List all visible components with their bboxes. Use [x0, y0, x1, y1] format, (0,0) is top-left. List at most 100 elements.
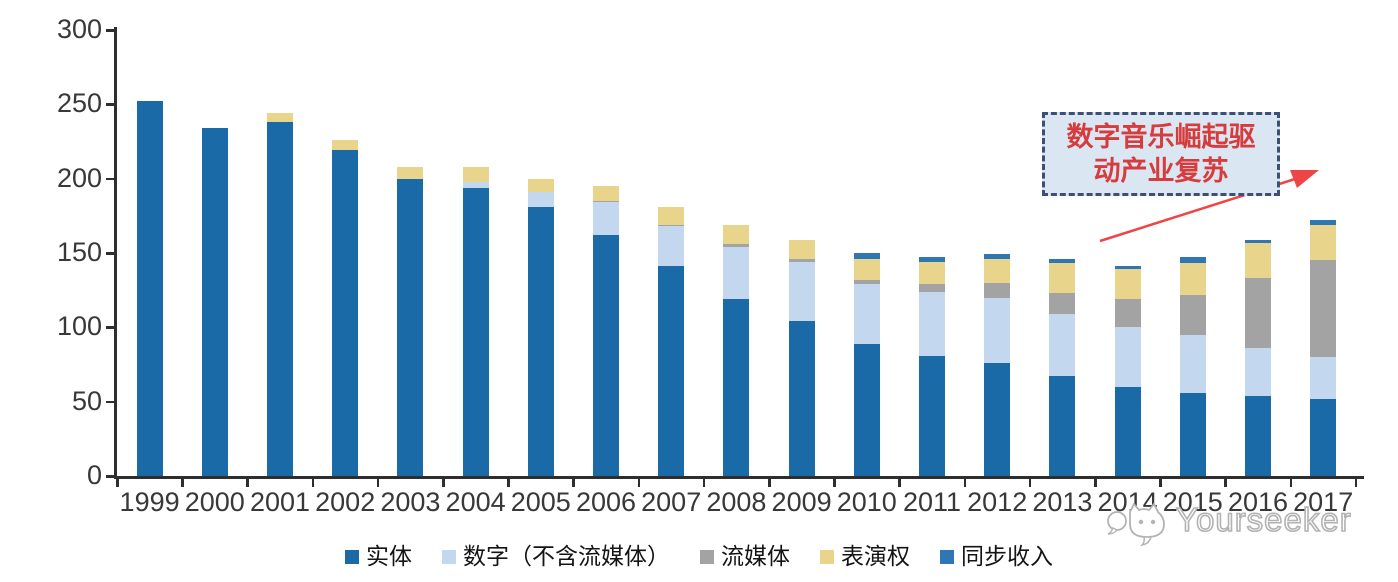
- legend-swatch-icon: [442, 550, 456, 564]
- bar-segment: [527, 178, 554, 193]
- legend-swatch-icon: [820, 550, 834, 564]
- bar-segment: [1245, 242, 1271, 279]
- x-tick: [768, 479, 771, 487]
- annotation-text-line1: 数字音乐崛起驱: [1066, 122, 1256, 152]
- x-axis-line: [114, 476, 1364, 479]
- bar-segment: [1049, 376, 1076, 476]
- bar-segment: [723, 224, 750, 245]
- y-axis-label: 150: [56, 237, 102, 267]
- bar-segment: [1179, 294, 1206, 335]
- bar-segment: [1245, 395, 1271, 476]
- x-axis-label: 1999: [119, 487, 180, 517]
- x-tick: [572, 479, 575, 487]
- x-axis-label: 2006: [575, 487, 637, 517]
- x-axis-label: 2010: [836, 487, 897, 517]
- legend-item: 表演权: [820, 545, 910, 569]
- bar-segment: [397, 178, 424, 476]
- bar-segment: [658, 226, 685, 267]
- x-tick: [702, 479, 706, 487]
- y-tick: [106, 326, 115, 329]
- y-tick: [106, 252, 115, 255]
- bar-segment: [788, 261, 815, 322]
- bar-segment: [1179, 392, 1206, 476]
- bar-segment: [462, 166, 489, 182]
- y-tick: [106, 29, 115, 32]
- bar-segment: [1310, 224, 1337, 261]
- bar-segment: [1049, 293, 1076, 314]
- bar-segment: [593, 200, 619, 203]
- bar-segment: [853, 253, 880, 259]
- y-tick: [106, 400, 115, 404]
- bar-segment: [267, 122, 293, 476]
- bar-segment: [1245, 239, 1271, 243]
- y-axis-label: 100: [56, 311, 102, 342]
- chart-legend: 实体 数字（不含流媒体） 流媒体 表演权 同步收入: [0, 541, 1398, 573]
- bar-segment: [1310, 220, 1337, 225]
- x-tick: [833, 479, 836, 487]
- bar-segment: [1049, 263, 1076, 294]
- x-tick: [442, 479, 445, 487]
- bar-segment: [1114, 386, 1141, 476]
- x-tick: [637, 479, 641, 487]
- x-tick: [1094, 479, 1097, 487]
- legend-item: 同步收入: [940, 545, 1053, 569]
- bar-segment: [658, 206, 685, 225]
- bar-segment: [136, 101, 163, 476]
- bar-segment: [788, 321, 815, 476]
- x-axis-label: 2002: [315, 487, 376, 517]
- legend-label: 表演权: [841, 544, 910, 569]
- annotation-text-line2: 动产业复苏: [1093, 156, 1229, 186]
- legend-swatch-icon: [940, 550, 954, 564]
- x-tick: [116, 479, 119, 487]
- bar-segment: [853, 258, 880, 280]
- bar-segment: [919, 284, 945, 292]
- bar-segment: [658, 224, 685, 227]
- bar-segment: [984, 363, 1011, 476]
- bar-segment: [527, 192, 554, 207]
- bar-segment: [984, 254, 1011, 259]
- bar-segment: [984, 258, 1011, 283]
- legend-item: 数字（不含流媒体）: [442, 545, 670, 569]
- bar-segment: [1310, 260, 1337, 358]
- y-tick: [106, 103, 115, 106]
- x-tick: [1028, 479, 1032, 487]
- x-axis-label: 2007: [641, 487, 702, 517]
- x-axis-label: 2003: [380, 487, 441, 517]
- bar-segment: [1114, 299, 1141, 328]
- annotation-callout-box: 数字音乐崛起驱 动产业复苏: [1042, 112, 1280, 196]
- legend-label: 数字（不含流媒体）: [463, 544, 670, 569]
- x-tick: [1224, 479, 1227, 487]
- bar-segment: [1179, 334, 1206, 393]
- x-axis-label: 2008: [706, 487, 767, 517]
- x-axis-label: 2013: [1032, 487, 1093, 517]
- y-tick: [106, 475, 115, 478]
- legend-swatch-icon: [700, 550, 714, 564]
- bar-segment: [462, 181, 489, 188]
- x-axis-label: 2001: [249, 487, 311, 517]
- y-axis-label: 250: [56, 88, 102, 119]
- bar-segment: [1310, 398, 1337, 476]
- bar-segment: [919, 261, 945, 285]
- x-tick: [1354, 479, 1358, 487]
- bar-segment: [1049, 258, 1076, 264]
- legend-item: 实体: [345, 545, 412, 569]
- x-axis-label: 2016: [1227, 487, 1289, 517]
- x-axis-label: 2012: [967, 487, 1028, 517]
- bar-segment: [984, 297, 1011, 363]
- legend-item: 流媒体: [700, 545, 790, 569]
- bar-segment: [1049, 313, 1076, 377]
- bar-segment: [919, 291, 945, 356]
- x-tick: [507, 479, 510, 487]
- bar-segment: [267, 113, 293, 123]
- x-axis-label: 2011: [902, 487, 962, 517]
- bar-segment: [919, 355, 945, 476]
- y-axis-label: 50: [71, 385, 102, 416]
- bar-segment: [1114, 269, 1141, 300]
- bar-segment: [332, 150, 359, 476]
- x-axis-label: 2005: [510, 487, 571, 517]
- bar-segment: [1179, 257, 1206, 264]
- x-tick: [898, 479, 901, 487]
- bar-segment: [984, 282, 1011, 298]
- x-axis-label: 2000: [184, 487, 245, 517]
